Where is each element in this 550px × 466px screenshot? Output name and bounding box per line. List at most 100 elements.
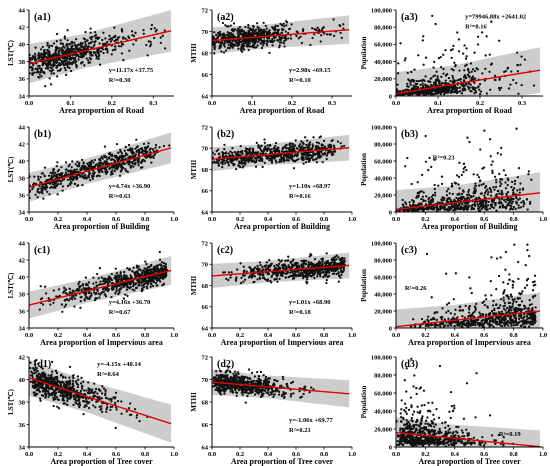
data-point xyxy=(453,80,456,84)
data-point xyxy=(77,58,80,61)
data-point xyxy=(110,296,113,299)
data-point xyxy=(498,180,502,183)
data-point xyxy=(102,162,105,166)
data-point xyxy=(124,37,127,40)
data-point xyxy=(259,42,262,45)
data-point xyxy=(264,24,267,28)
data-point xyxy=(494,202,497,205)
data-point xyxy=(102,280,105,283)
data-point xyxy=(75,38,78,41)
data-point xyxy=(41,303,45,306)
data-point xyxy=(149,285,152,288)
data-point xyxy=(506,177,509,180)
data-point xyxy=(241,274,245,277)
data-point xyxy=(148,271,152,274)
regression-line xyxy=(29,147,172,189)
data-point xyxy=(121,157,124,160)
data-point xyxy=(469,62,473,65)
data-point xyxy=(286,259,289,262)
data-point xyxy=(445,89,448,93)
plot-area xyxy=(212,134,350,172)
data-point xyxy=(402,203,405,207)
data-point xyxy=(87,176,91,179)
data-point xyxy=(485,35,488,38)
data-point xyxy=(97,50,100,53)
data-point xyxy=(287,264,290,267)
data-point xyxy=(103,282,106,285)
data-point xyxy=(440,87,443,90)
data-point xyxy=(427,200,431,204)
data-point xyxy=(107,278,111,281)
data-point xyxy=(60,49,63,52)
data-point xyxy=(452,44,455,48)
data-point xyxy=(122,59,125,62)
data-point xyxy=(51,172,54,175)
data-point xyxy=(113,170,116,173)
data-point xyxy=(304,136,307,139)
data-point xyxy=(231,158,234,162)
data-point xyxy=(411,209,414,212)
data-point xyxy=(302,146,306,150)
data-point xyxy=(315,152,318,155)
data-point xyxy=(485,200,488,203)
x-tick-label: 0.0 xyxy=(25,100,33,107)
data-point xyxy=(256,278,259,281)
data-point xyxy=(75,170,78,174)
data-point xyxy=(67,43,71,46)
data-point xyxy=(269,39,272,42)
data-point xyxy=(515,202,518,205)
data-point xyxy=(337,256,340,259)
data-point xyxy=(64,68,67,72)
data-point xyxy=(308,143,311,147)
data-point xyxy=(134,283,137,286)
data-point xyxy=(311,36,314,40)
data-point xyxy=(438,88,442,91)
data-point xyxy=(481,204,484,207)
data-point xyxy=(138,281,141,284)
data-point xyxy=(402,209,405,212)
data-point xyxy=(522,199,525,203)
data-point xyxy=(231,146,234,150)
data-point xyxy=(64,73,68,77)
data-point xyxy=(129,166,132,169)
data-point xyxy=(64,171,68,174)
data-point xyxy=(152,267,156,271)
data-point xyxy=(470,70,473,73)
data-point xyxy=(124,168,127,171)
data-point xyxy=(503,206,506,209)
data-point xyxy=(59,68,63,71)
data-point xyxy=(118,277,121,281)
data-point xyxy=(458,78,462,81)
data-point xyxy=(221,154,225,158)
data-point xyxy=(280,159,283,162)
data-point xyxy=(78,280,81,283)
data-point xyxy=(424,56,428,59)
data-point xyxy=(247,160,250,164)
data-point xyxy=(151,284,155,288)
data-point xyxy=(457,175,461,179)
data-point xyxy=(479,202,482,205)
data-point xyxy=(120,152,124,155)
data-point xyxy=(425,195,428,198)
data-point xyxy=(262,28,266,32)
data-point xyxy=(449,79,452,83)
data-point xyxy=(134,39,138,42)
data-point xyxy=(238,26,242,29)
data-point xyxy=(163,47,167,50)
data-point xyxy=(465,197,468,200)
data-point xyxy=(292,155,296,158)
data-point xyxy=(474,182,477,185)
data-point xyxy=(229,150,232,153)
data-point xyxy=(116,278,119,282)
data-point xyxy=(517,92,520,95)
data-point xyxy=(295,146,298,150)
data-point xyxy=(503,198,506,201)
data-point xyxy=(110,53,113,56)
data-point xyxy=(84,276,88,279)
data-point xyxy=(242,265,245,268)
data-point xyxy=(275,155,278,158)
data-point xyxy=(457,183,460,186)
data-point xyxy=(448,192,451,195)
data-point xyxy=(42,53,45,56)
